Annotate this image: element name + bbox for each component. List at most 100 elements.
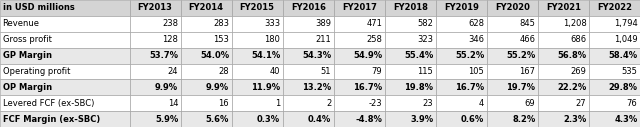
Text: 58.4%: 58.4%	[608, 51, 637, 60]
Text: 40: 40	[269, 67, 280, 76]
Bar	[232, 79, 283, 95]
Bar	[334, 95, 385, 111]
Text: 54.1%: 54.1%	[251, 51, 280, 60]
Bar	[180, 64, 232, 79]
Text: 56.8%: 56.8%	[557, 51, 586, 60]
Text: Gross profit: Gross profit	[3, 35, 51, 44]
Bar	[283, 48, 334, 64]
Text: 69: 69	[525, 99, 536, 108]
Text: 283: 283	[213, 19, 229, 28]
Text: 16.7%: 16.7%	[455, 83, 484, 92]
Text: 211: 211	[316, 35, 332, 44]
Text: 54.3%: 54.3%	[302, 51, 332, 60]
Text: 1: 1	[275, 99, 280, 108]
Text: 105: 105	[468, 67, 484, 76]
Text: 29.8%: 29.8%	[609, 83, 637, 92]
Bar	[232, 0, 283, 16]
Bar	[487, 79, 538, 95]
Bar	[436, 16, 487, 32]
Text: 55.4%: 55.4%	[404, 51, 433, 60]
Bar	[589, 64, 640, 79]
Bar	[0, 16, 130, 32]
Bar	[589, 48, 640, 64]
Bar	[385, 95, 436, 111]
Bar	[436, 95, 487, 111]
Text: 2: 2	[326, 99, 332, 108]
Bar	[334, 16, 385, 32]
Bar	[0, 0, 130, 16]
Text: 11.9%: 11.9%	[251, 83, 280, 92]
Text: -4.8%: -4.8%	[355, 115, 382, 124]
Bar	[538, 0, 589, 16]
Bar	[130, 0, 180, 16]
Text: GP Margin: GP Margin	[3, 51, 52, 60]
Text: 167: 167	[520, 67, 536, 76]
Text: FY2018: FY2018	[393, 3, 428, 12]
Text: FCF Margin (ex-SBC): FCF Margin (ex-SBC)	[3, 115, 100, 124]
Bar	[487, 111, 538, 127]
Bar	[130, 48, 180, 64]
Text: 258: 258	[366, 35, 382, 44]
Text: 128: 128	[163, 35, 178, 44]
Bar	[436, 111, 487, 127]
Text: 79: 79	[372, 67, 382, 76]
Text: 22.2%: 22.2%	[557, 83, 586, 92]
Bar	[0, 95, 130, 111]
Text: 13.2%: 13.2%	[302, 83, 332, 92]
Bar	[180, 32, 232, 48]
Text: 4: 4	[479, 99, 484, 108]
Bar	[180, 16, 232, 32]
Text: 153: 153	[213, 35, 229, 44]
Bar	[589, 0, 640, 16]
Bar	[232, 48, 283, 64]
Bar	[538, 64, 589, 79]
Bar	[487, 16, 538, 32]
Bar	[487, 48, 538, 64]
Bar	[538, 111, 589, 127]
Text: 9.9%: 9.9%	[206, 83, 229, 92]
Text: 389: 389	[316, 19, 332, 28]
Bar	[130, 111, 180, 127]
Bar	[0, 79, 130, 95]
Bar	[334, 48, 385, 64]
Bar	[130, 32, 180, 48]
Bar	[385, 79, 436, 95]
Text: 53.7%: 53.7%	[149, 51, 178, 60]
Text: 3.9%: 3.9%	[410, 115, 433, 124]
Bar	[334, 0, 385, 16]
Bar	[538, 95, 589, 111]
Text: -23: -23	[369, 99, 382, 108]
Text: 55.2%: 55.2%	[455, 51, 484, 60]
Text: 5.9%: 5.9%	[155, 115, 178, 124]
Bar	[487, 64, 538, 79]
Bar	[180, 0, 232, 16]
Bar	[334, 111, 385, 127]
Text: FY2013: FY2013	[138, 3, 173, 12]
Text: 1,208: 1,208	[563, 19, 586, 28]
Bar	[232, 95, 283, 111]
Text: 1,049: 1,049	[614, 35, 637, 44]
Text: 845: 845	[520, 19, 536, 28]
Bar	[0, 111, 130, 127]
Text: 333: 333	[264, 19, 280, 28]
Bar	[334, 79, 385, 95]
Text: 466: 466	[520, 35, 536, 44]
Bar	[385, 64, 436, 79]
Text: 471: 471	[366, 19, 382, 28]
Text: 76: 76	[627, 99, 637, 108]
Bar	[436, 32, 487, 48]
Text: 54.0%: 54.0%	[200, 51, 229, 60]
Bar	[589, 16, 640, 32]
Bar	[130, 79, 180, 95]
Text: Revenue: Revenue	[3, 19, 40, 28]
Text: 19.7%: 19.7%	[506, 83, 536, 92]
Bar	[436, 79, 487, 95]
Text: FY2022: FY2022	[597, 3, 632, 12]
Text: 0.6%: 0.6%	[461, 115, 484, 124]
Text: OP Margin: OP Margin	[3, 83, 52, 92]
Bar	[589, 79, 640, 95]
Text: 180: 180	[264, 35, 280, 44]
Bar	[538, 32, 589, 48]
Bar	[130, 16, 180, 32]
Bar	[385, 16, 436, 32]
